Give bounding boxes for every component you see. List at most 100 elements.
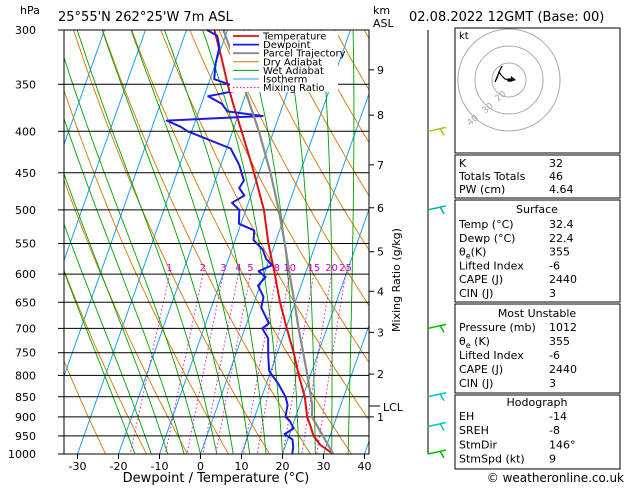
- table-row-value: 3: [549, 287, 556, 300]
- mixing-ratio-label: 5: [247, 263, 253, 274]
- table-row-label: PW (cm): [459, 183, 505, 196]
- wind-barb: [428, 393, 446, 401]
- table-row-label: Temp (°C): [458, 218, 514, 231]
- height-tick-label: 6: [377, 202, 384, 215]
- height-tick-label: 2: [377, 368, 384, 381]
- pressure-tick-label: 800: [15, 369, 36, 382]
- station-location: 25°55'N 262°25'W 7m ASL: [58, 10, 234, 25]
- pressure-tick-label: 700: [15, 322, 36, 335]
- table-row-label: Totals Totals: [458, 170, 526, 183]
- table-row-value: 4.64: [549, 183, 574, 196]
- table-row-label: Lifted Index: [459, 259, 524, 272]
- height-tick-label: 9: [377, 64, 384, 77]
- height-unit-top: km: [373, 4, 390, 17]
- pressure-tick-label: 350: [15, 78, 36, 91]
- mixing-ratio-label: 25: [339, 263, 352, 274]
- table-row-label: StmDir: [459, 438, 498, 451]
- dry-adiabat-line: [15, 30, 187, 454]
- wet-adiabat-line: [18, 30, 167, 454]
- wind-barb: [428, 450, 446, 458]
- table-row-value: 355: [549, 335, 570, 348]
- temp-tick-label: 40: [358, 460, 372, 473]
- height-tick-label: 3: [377, 326, 384, 339]
- pressure-unit: hPa: [20, 4, 40, 17]
- forecast-datetime: 02.08.2022 12GMT (Base: 00): [409, 10, 604, 25]
- wet-adiabat-line: [165, 30, 267, 454]
- table-row-value: -6: [549, 349, 560, 362]
- dry-adiabat-line: [45, 30, 229, 454]
- wet-adiabat-line: [36, 30, 184, 454]
- table-row-label: θe (K): [459, 335, 490, 350]
- table-row-label: Pressure (mb): [459, 321, 536, 334]
- table-row-value: -8: [549, 424, 560, 437]
- pressure-tick-label: 750: [15, 347, 36, 360]
- most-unstable-title: Most Unstable: [498, 307, 577, 320]
- table-row-value: 355: [549, 246, 570, 259]
- table-row-value: 9: [549, 453, 556, 466]
- wet-adiabat-line: [77, 30, 217, 454]
- wind-barb-shaft: [428, 206, 446, 210]
- height-unit-bottom: ASL: [373, 17, 395, 30]
- table-row-value: 22.4: [549, 232, 574, 245]
- table-row-label-rest: (K): [471, 246, 487, 259]
- x-axis-label: Dewpoint / Temperature (°C): [123, 471, 310, 486]
- mixing-ratio-label: 3: [220, 263, 226, 274]
- table-row-value: 32.4: [549, 218, 574, 231]
- pressure-tick-label: 900: [15, 411, 36, 424]
- wind-barb-flag: [440, 451, 444, 458]
- pressure-tick-label: 1000: [8, 448, 36, 461]
- table-row-value: 3: [549, 377, 556, 390]
- hodograph-unit: kt: [459, 31, 469, 42]
- table-row-label-rest: (K): [471, 335, 490, 348]
- mixing-ratio-label: 20: [325, 263, 338, 274]
- height-tick-label: 5: [377, 246, 384, 259]
- wind-barb-flag: [440, 325, 444, 332]
- table-row-label: StmSpd (kt): [459, 453, 525, 466]
- wind-barb-flag: [440, 207, 444, 214]
- mixing-ratio-axis-label: Mixing Ratio (g/kg): [390, 228, 403, 332]
- wind-barb: [428, 423, 446, 431]
- table-row-label: CIN (J): [459, 377, 493, 390]
- table-row-label: Dewp (°C): [459, 232, 515, 245]
- table-row-value: -6: [549, 259, 560, 272]
- pressure-tick-label: 850: [15, 391, 36, 404]
- mixing-ratio-label: 15: [307, 263, 320, 274]
- table-row-label: CAPE (J): [459, 363, 503, 376]
- table-row-label: K: [459, 157, 467, 170]
- wind-barb: [428, 127, 446, 135]
- pressure-tick-label: 400: [15, 125, 36, 138]
- mixing-ratio-line: [283, 274, 314, 454]
- mixing-ratio-line: [244, 274, 277, 454]
- mixing-ratio-line: [317, 274, 346, 454]
- dry-adiabat-line: [219, 30, 475, 454]
- wind-barb-flag: [440, 394, 444, 401]
- table-row-label: CIN (J): [459, 287, 493, 300]
- temp-tick-label: 30: [317, 460, 331, 473]
- height-tick-label: 8: [377, 109, 384, 122]
- wind-barb-flag: [440, 424, 444, 431]
- mixing-ratio-label: 8: [274, 263, 280, 274]
- table-row-label: SREH: [459, 424, 489, 437]
- table-row-value: 46: [549, 170, 563, 183]
- table-row-label: CAPE (J): [459, 273, 503, 286]
- pressure-tick-label: 550: [15, 237, 36, 250]
- table-row-value: 146°: [549, 438, 576, 451]
- table-row-value: 2440: [549, 363, 577, 376]
- wind-barb-shaft: [428, 127, 446, 131]
- height-tick-label: 7: [377, 159, 384, 172]
- wind-barb-flag: [440, 128, 444, 135]
- wind-barb-shaft: [428, 423, 446, 427]
- height-tick-label: 4: [377, 285, 384, 298]
- wind-barb-shaft: [428, 324, 446, 328]
- mixing-ratio-line: [165, 274, 203, 454]
- wind-barb-shaft: [428, 450, 446, 454]
- lcl-label: LCL: [383, 401, 404, 414]
- pressure-tick-label: 650: [15, 296, 36, 309]
- pressure-tick-label: 500: [15, 204, 36, 217]
- pressure-tick-label: 950: [15, 430, 36, 443]
- mixing-ratio-label: 10: [283, 263, 296, 274]
- mixing-ratio-label: 1: [166, 263, 172, 274]
